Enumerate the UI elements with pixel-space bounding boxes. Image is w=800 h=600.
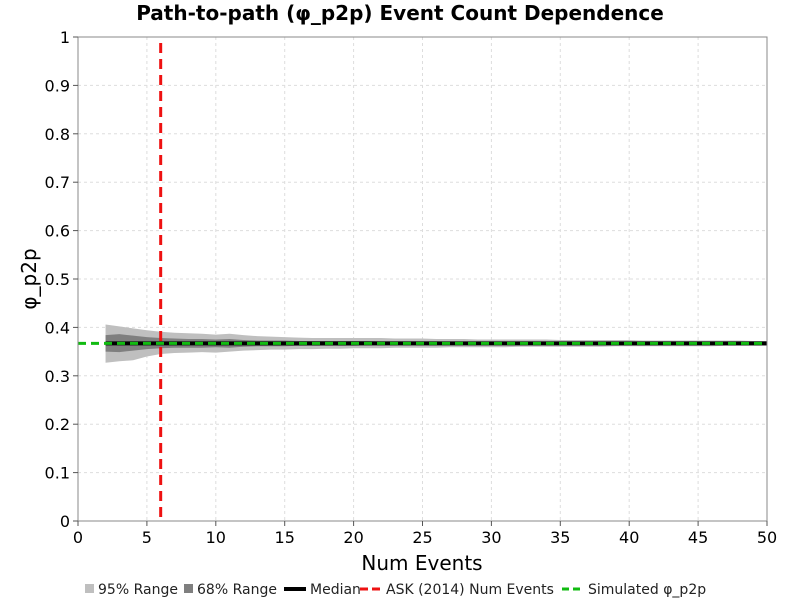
x-tick-label: 35 — [550, 528, 570, 547]
x-tick-label: 45 — [688, 528, 708, 547]
legend-label: Median — [310, 582, 361, 598]
y-axis-ticks: 0 0.1 0.2 0.3 0.4 0.5 0.6 0.7 0.8 0.9 1 — [45, 28, 78, 531]
y-axis-label: φ_p2p — [17, 248, 41, 309]
legend-label: 95% Range — [98, 582, 178, 598]
y-tick-label: 0.5 — [45, 270, 70, 289]
x-tick-label: 15 — [275, 528, 295, 547]
x-tick-label: 25 — [412, 528, 432, 547]
y-tick-label: 0.6 — [45, 222, 70, 241]
x-tick-label: 20 — [343, 528, 363, 547]
y-tick-label: 0.3 — [45, 367, 70, 386]
legend-label: 68% Range — [197, 582, 277, 598]
legend: 95% Range 68% Range Median ASK (2014) Num E… — [85, 582, 706, 598]
y-tick-label: 0.4 — [45, 318, 70, 337]
x-axis-label: Num Events — [361, 551, 482, 575]
legend-label: ASK (2014) Num Events — [386, 582, 554, 598]
x-tick-label: 30 — [481, 528, 501, 547]
legend-swatch — [184, 584, 193, 593]
y-tick-label: 0.2 — [45, 415, 70, 434]
y-tick-label: 0.1 — [45, 464, 70, 483]
x-tick-label: 5 — [142, 528, 152, 547]
x-tick-label: 50 — [757, 528, 777, 547]
y-tick-label: 0 — [60, 512, 70, 531]
x-axis-ticks: 0 5 10 15 20 25 30 35 40 45 50 — [73, 521, 777, 547]
x-tick-label: 40 — [619, 528, 639, 547]
y-tick-label: 1 — [60, 28, 70, 47]
x-tick-label: 0 — [73, 528, 83, 547]
chart-title: Path-to-path (φ_p2p) Event Count Depende… — [136, 1, 664, 25]
lines — [78, 43, 767, 521]
y-tick-label: 0.7 — [45, 173, 70, 192]
x-tick-label: 10 — [206, 528, 226, 547]
y-tick-label: 0.8 — [45, 125, 70, 144]
legend-swatch — [85, 584, 94, 593]
y-tick-label: 0.9 — [45, 76, 70, 95]
legend-label: Simulated φ_p2p — [588, 582, 706, 598]
